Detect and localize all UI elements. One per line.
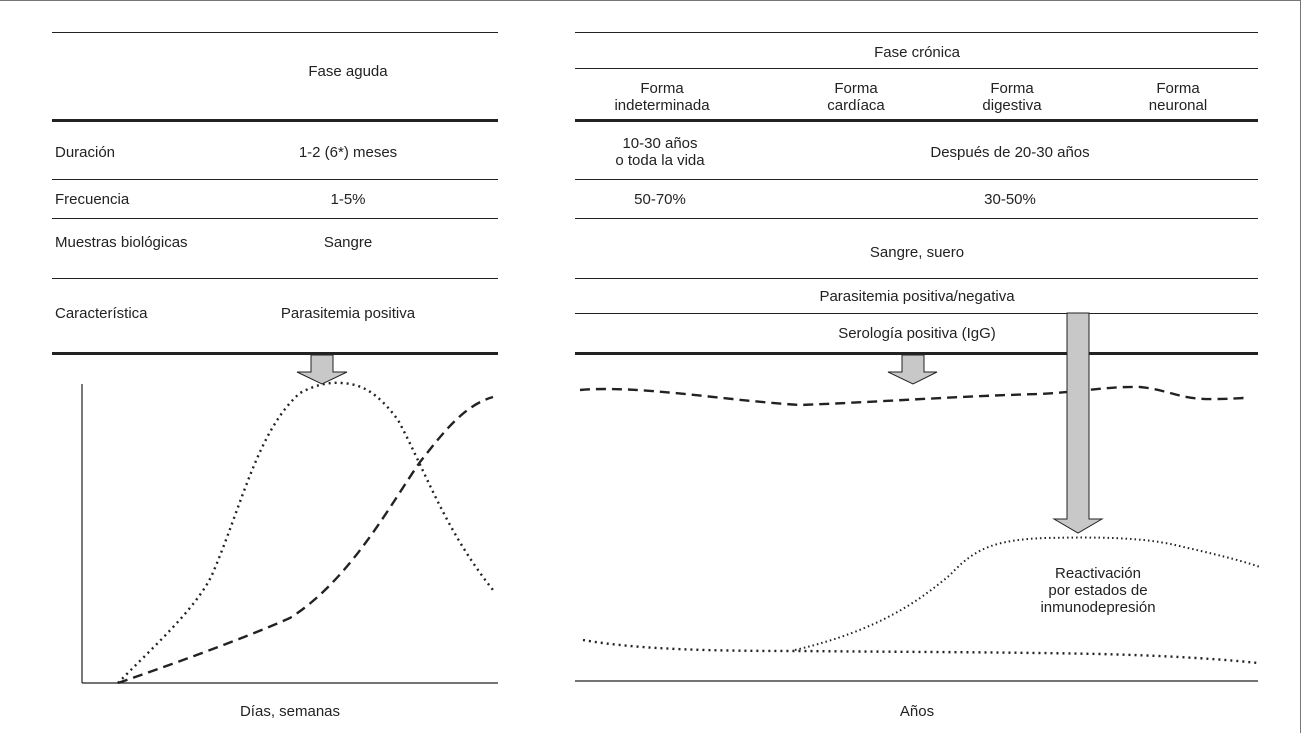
form-indeterminate-header: Forma indeterminada bbox=[614, 80, 710, 114]
form-cardiac-header: Forma cardíaca bbox=[827, 80, 885, 114]
chronic-rule-header bbox=[575, 119, 1258, 122]
acute-rule-header bbox=[52, 119, 498, 122]
chronic-header: Fase crónica bbox=[874, 44, 960, 61]
chronic-reactivation-curve bbox=[794, 536, 1261, 651]
acute-characteristic-value: Parasitemia positiva bbox=[280, 305, 416, 322]
chronic-x-axis-label: Años bbox=[899, 703, 935, 720]
chronic-rule-sub bbox=[575, 68, 1258, 69]
chronic-characteristic-2: Serología positiva (IgG) bbox=[838, 325, 996, 342]
chronic-duration-others: Después de 20-30 años bbox=[930, 144, 1090, 161]
chronic-frequency-indeterminate: 50-70% bbox=[634, 191, 686, 208]
chronic-rule-top bbox=[575, 32, 1258, 33]
row-label-characteristic: Característica bbox=[55, 305, 148, 322]
chronic-characteristic-1: Parasitemia positiva/negativa bbox=[819, 288, 1015, 305]
chronic-rule-4 bbox=[575, 313, 1258, 314]
chronic-duration-indeterminate: 10-30 años o toda la vida bbox=[615, 135, 705, 169]
chronic-rule-bottom bbox=[575, 352, 1258, 355]
row-label-duration: Duración bbox=[55, 144, 116, 161]
acute-rule-2 bbox=[52, 218, 498, 219]
form-neuronal-header: Forma neuronal bbox=[1148, 80, 1208, 114]
chronic-parasitemia-baseline bbox=[582, 638, 1259, 665]
acute-x-axis-label: Días, semanas bbox=[239, 703, 341, 720]
acute-rule-1 bbox=[52, 179, 498, 180]
form-digestive-header: Forma digestiva bbox=[982, 80, 1042, 114]
chronic-rule-1 bbox=[575, 179, 1258, 180]
acute-duration-value: 1-2 (6*) meses bbox=[298, 144, 398, 161]
acute-rule-3 bbox=[52, 278, 498, 279]
acute-header: Fase aguda bbox=[308, 63, 388, 80]
reactivation-annotation: Reactivación por estados de inmunodepres… bbox=[1040, 565, 1156, 616]
chronic-samples: Sangre, suero bbox=[869, 244, 965, 261]
acute-frequency-value: 1-5% bbox=[330, 191, 366, 208]
acute-down-arrow bbox=[296, 354, 348, 385]
chronic-frequency-others: 30-50% bbox=[984, 191, 1036, 208]
chronic-rule-3 bbox=[575, 278, 1258, 279]
chronic-rule-2 bbox=[575, 218, 1258, 219]
acute-serology-curve bbox=[117, 395, 494, 685]
acute-rule-top bbox=[52, 32, 498, 33]
reactivation-arrow bbox=[1052, 312, 1104, 534]
row-label-samples: Muestras biológicas bbox=[55, 234, 188, 251]
chronic-serology-curve bbox=[579, 385, 1245, 407]
row-label-frequency: Frecuencia bbox=[55, 191, 130, 208]
chronic-down-arrow bbox=[887, 354, 938, 385]
acute-samples-value: Sangre bbox=[323, 234, 373, 251]
acute-parasitemia-curve bbox=[117, 381, 494, 684]
acute-rule-bottom bbox=[52, 352, 498, 355]
